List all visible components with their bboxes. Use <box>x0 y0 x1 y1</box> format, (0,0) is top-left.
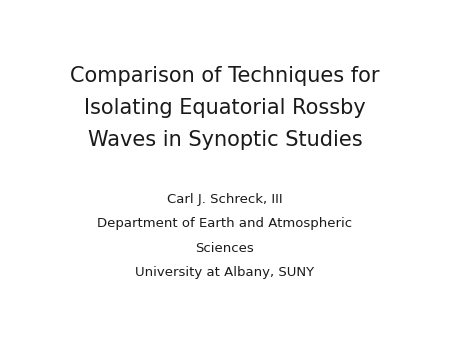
Text: Department of Earth and Atmospheric: Department of Earth and Atmospheric <box>98 217 352 230</box>
Text: University at Albany, SUNY: University at Albany, SUNY <box>135 266 315 279</box>
Text: Isolating Equatorial Rossby: Isolating Equatorial Rossby <box>84 98 366 118</box>
Text: Sciences: Sciences <box>196 242 254 254</box>
Text: Carl J. Schreck, III: Carl J. Schreck, III <box>167 193 283 206</box>
Text: Comparison of Techniques for: Comparison of Techniques for <box>70 66 380 86</box>
Text: Waves in Synoptic Studies: Waves in Synoptic Studies <box>88 130 362 150</box>
